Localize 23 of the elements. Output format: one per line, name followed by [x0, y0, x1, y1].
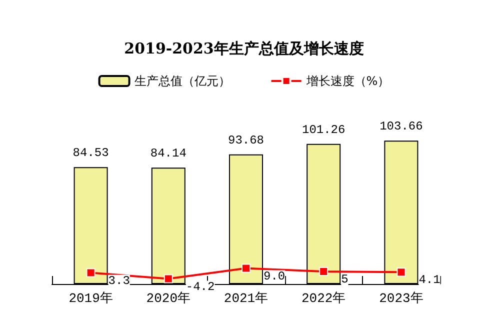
data-label: 84.53 [72, 146, 109, 160]
x-tick-label: 2021年 [224, 291, 268, 306]
point [319, 266, 328, 276]
x-tick-label: 2019年 [68, 291, 113, 306]
data-label: 9.0 [264, 269, 286, 284]
point [242, 264, 250, 273]
point [396, 268, 406, 277]
data-label: 103.66 [380, 120, 423, 134]
x-tick-label: 2020年 [146, 291, 191, 306]
legend-label: 生产总值（亿元） [134, 74, 230, 88]
legend-label: 增长速度（%） [305, 74, 390, 88]
point [86, 268, 96, 278]
data-label: 5 [341, 272, 348, 286]
data-label: -4.2 [186, 280, 215, 294]
data-label: 84.14 [150, 146, 186, 161]
x-tick-label: 2023年 [379, 291, 424, 306]
x-tick-label: 2022年 [301, 291, 346, 306]
point [164, 274, 173, 284]
data-label: 101.26 [302, 122, 346, 137]
chart-title: 2019-2023年生产总值及增长速度 [124, 40, 364, 58]
data-label: 3.3 [108, 274, 130, 288]
data-label: 93.68 [228, 133, 264, 148]
data-label: 4.1 [418, 273, 440, 288]
